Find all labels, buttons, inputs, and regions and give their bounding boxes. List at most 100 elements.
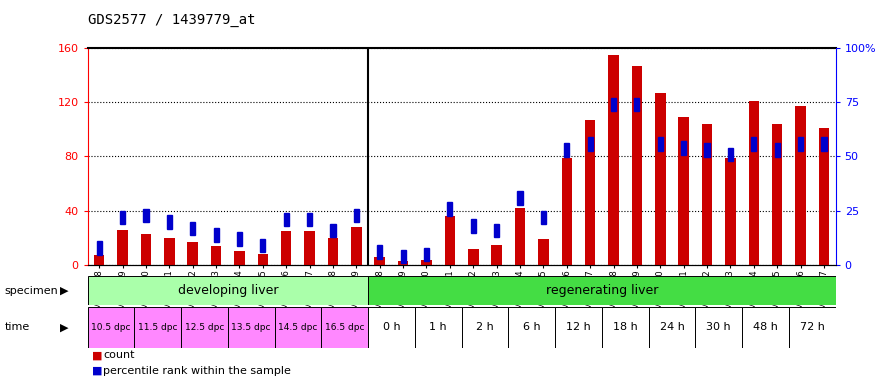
Bar xyxy=(658,137,663,151)
Bar xyxy=(704,144,710,157)
Bar xyxy=(415,307,462,348)
Text: ▶: ▶ xyxy=(60,286,68,296)
Text: 10.5 dpc: 10.5 dpc xyxy=(91,323,130,332)
Text: 0 h: 0 h xyxy=(382,322,400,333)
Text: 14.5 dpc: 14.5 dpc xyxy=(278,323,318,332)
Bar xyxy=(187,242,198,265)
Text: 48 h: 48 h xyxy=(753,322,778,333)
Bar xyxy=(555,307,602,348)
Bar xyxy=(517,191,522,205)
Bar xyxy=(588,137,592,151)
Bar xyxy=(819,128,829,265)
Bar xyxy=(632,66,642,265)
Text: 1 h: 1 h xyxy=(430,322,447,333)
Bar xyxy=(798,137,803,151)
Bar xyxy=(164,238,175,265)
Text: 16.5 dpc: 16.5 dpc xyxy=(325,323,364,332)
Bar xyxy=(611,98,616,111)
Bar xyxy=(351,227,361,265)
Text: 18 h: 18 h xyxy=(612,322,638,333)
Bar xyxy=(541,211,546,224)
Bar xyxy=(134,307,181,348)
Bar xyxy=(752,137,756,151)
Bar xyxy=(354,209,359,222)
Bar xyxy=(822,137,827,151)
Bar xyxy=(257,254,268,265)
Text: 12.5 dpc: 12.5 dpc xyxy=(185,323,224,332)
Bar xyxy=(748,101,759,265)
Bar xyxy=(681,141,686,155)
Bar xyxy=(401,250,406,263)
Text: regenerating liver: regenerating liver xyxy=(546,285,658,297)
Bar xyxy=(514,208,525,265)
Bar xyxy=(696,307,742,348)
Bar xyxy=(728,148,733,161)
Bar xyxy=(447,202,452,215)
Bar xyxy=(494,224,500,237)
Text: developing liver: developing liver xyxy=(178,285,278,297)
Bar xyxy=(584,120,595,265)
Bar xyxy=(181,307,228,348)
Bar xyxy=(211,246,221,265)
Text: 72 h: 72 h xyxy=(800,322,824,333)
Bar xyxy=(281,231,291,265)
Bar xyxy=(144,209,149,222)
Bar xyxy=(608,55,619,265)
Bar xyxy=(214,228,219,242)
Bar xyxy=(678,117,689,265)
Bar xyxy=(508,307,555,348)
Bar xyxy=(88,276,368,305)
Bar xyxy=(564,144,570,157)
Bar xyxy=(368,307,415,348)
Bar xyxy=(331,224,335,237)
Bar xyxy=(377,245,382,259)
Bar xyxy=(742,307,789,348)
Bar xyxy=(117,230,128,265)
Bar xyxy=(328,238,339,265)
Bar xyxy=(88,307,134,348)
Text: specimen: specimen xyxy=(4,286,58,296)
Text: ■: ■ xyxy=(92,366,102,376)
Bar xyxy=(492,245,502,265)
Bar xyxy=(655,93,666,265)
Bar xyxy=(234,252,245,265)
Text: 12 h: 12 h xyxy=(566,322,591,333)
Text: count: count xyxy=(103,350,135,360)
Bar xyxy=(424,248,429,261)
Bar xyxy=(94,255,104,265)
Bar xyxy=(648,307,696,348)
Bar xyxy=(634,98,640,111)
Bar xyxy=(421,260,431,265)
Bar xyxy=(120,211,125,224)
Bar xyxy=(190,222,195,235)
Text: 11.5 dpc: 11.5 dpc xyxy=(138,323,178,332)
Bar xyxy=(471,219,476,233)
Text: 6 h: 6 h xyxy=(523,322,541,333)
Bar xyxy=(141,234,151,265)
Text: ▶: ▶ xyxy=(60,322,68,333)
Text: 24 h: 24 h xyxy=(660,322,684,333)
Bar xyxy=(562,158,572,265)
Bar xyxy=(538,239,549,265)
Text: 30 h: 30 h xyxy=(706,322,731,333)
Bar xyxy=(368,276,836,305)
Bar xyxy=(284,213,289,227)
Bar xyxy=(321,307,368,348)
Bar xyxy=(462,307,508,348)
Bar xyxy=(96,241,102,255)
Text: percentile rank within the sample: percentile rank within the sample xyxy=(103,366,291,376)
Bar xyxy=(228,307,275,348)
Bar xyxy=(275,307,321,348)
Bar xyxy=(398,261,409,265)
Text: ■: ■ xyxy=(92,350,102,360)
Bar xyxy=(602,307,648,348)
Bar xyxy=(444,216,455,265)
Bar xyxy=(774,144,780,157)
Text: time: time xyxy=(4,322,30,333)
Bar xyxy=(237,232,242,246)
Text: 2 h: 2 h xyxy=(476,322,494,333)
Bar xyxy=(772,124,782,265)
Bar xyxy=(789,307,836,348)
Bar xyxy=(307,213,312,227)
Text: GDS2577 / 1439779_at: GDS2577 / 1439779_at xyxy=(88,13,255,27)
